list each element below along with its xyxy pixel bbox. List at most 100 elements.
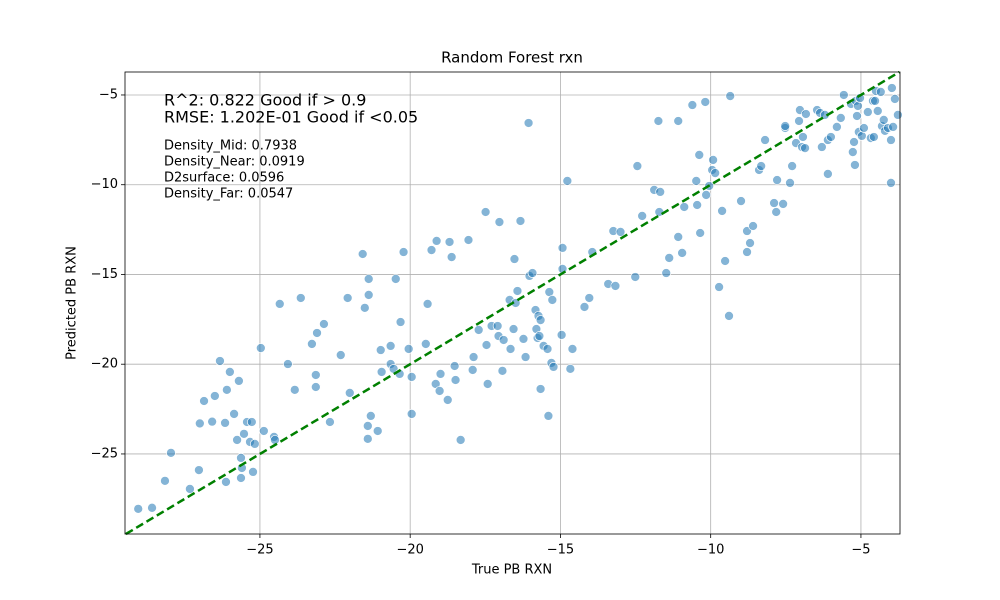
point <box>720 256 730 266</box>
point <box>363 274 374 284</box>
plot-frame <box>124 71 901 535</box>
chart-title: Random Forest rxn <box>441 49 583 67</box>
point <box>344 388 355 398</box>
point <box>862 107 873 117</box>
point <box>736 196 746 206</box>
point <box>653 116 664 126</box>
point <box>248 467 258 477</box>
point <box>584 293 595 303</box>
point <box>512 286 523 296</box>
point <box>543 411 554 421</box>
point <box>229 409 239 419</box>
point <box>632 161 643 171</box>
point <box>859 123 869 133</box>
point <box>420 339 431 349</box>
point <box>406 372 417 382</box>
point <box>446 252 457 262</box>
point <box>748 221 758 231</box>
point <box>362 434 373 444</box>
point <box>849 137 859 147</box>
point <box>708 155 718 165</box>
point <box>426 245 437 255</box>
point <box>359 302 370 313</box>
point <box>579 302 590 312</box>
point <box>852 111 862 121</box>
point <box>548 362 559 372</box>
point <box>363 290 374 300</box>
point <box>215 356 225 366</box>
x-tick-label: −20 <box>396 543 423 558</box>
grid <box>125 72 900 534</box>
point <box>310 382 321 392</box>
point <box>494 217 505 227</box>
x-tick-label: −5 <box>851 543 870 558</box>
point <box>725 91 736 101</box>
point <box>630 272 641 282</box>
y-tick-label: −15 <box>91 267 118 282</box>
point <box>787 161 797 171</box>
point <box>691 176 702 186</box>
point <box>832 122 842 132</box>
point <box>692 200 703 210</box>
point <box>239 428 249 439</box>
point <box>166 448 176 458</box>
point <box>886 178 896 188</box>
point <box>442 395 453 405</box>
point <box>449 361 460 371</box>
point <box>319 319 329 329</box>
point <box>283 359 293 369</box>
point <box>342 293 353 303</box>
point <box>232 435 242 445</box>
point <box>395 317 406 327</box>
y-tick-label: −25 <box>91 446 118 461</box>
point <box>673 232 684 242</box>
feature-annotation: Density_Far: 0.0547 <box>164 187 293 202</box>
point <box>785 178 795 188</box>
point <box>310 370 321 380</box>
point <box>567 344 578 354</box>
point <box>547 295 558 305</box>
point <box>406 409 417 419</box>
point <box>398 247 409 257</box>
point <box>610 281 621 291</box>
point <box>535 315 546 325</box>
point <box>236 453 246 463</box>
point <box>875 87 886 97</box>
point <box>562 176 573 186</box>
y-tick-label: −5 <box>99 87 118 102</box>
x-axis-label: True PB RXN <box>471 563 552 578</box>
point <box>673 116 684 126</box>
point <box>357 249 368 259</box>
point <box>654 207 665 217</box>
point <box>249 439 260 449</box>
point <box>661 268 672 278</box>
point <box>185 484 195 494</box>
feature-annotation: Density_Near: 0.0919 <box>164 155 305 170</box>
point <box>508 324 519 334</box>
point <box>778 199 788 209</box>
point <box>817 142 827 152</box>
point <box>700 97 711 107</box>
point <box>482 379 493 389</box>
point <box>434 386 445 396</box>
point <box>523 118 534 128</box>
point <box>220 418 230 428</box>
point <box>890 94 900 104</box>
point <box>724 311 734 321</box>
point <box>615 227 626 237</box>
point <box>870 96 880 106</box>
point <box>637 211 648 221</box>
identity-line <box>125 70 901 536</box>
point <box>714 282 724 292</box>
point <box>234 376 244 386</box>
point <box>823 169 833 179</box>
feature-annotation: Density_Mid: 0.7938 <box>164 139 297 154</box>
point <box>444 237 455 247</box>
metric-annotation: RMSE: 1.202E-01 Good if <0.05 <box>164 108 418 127</box>
x-tick-label: −10 <box>697 543 724 558</box>
point <box>886 135 896 145</box>
point <box>801 109 811 119</box>
point <box>505 344 516 354</box>
